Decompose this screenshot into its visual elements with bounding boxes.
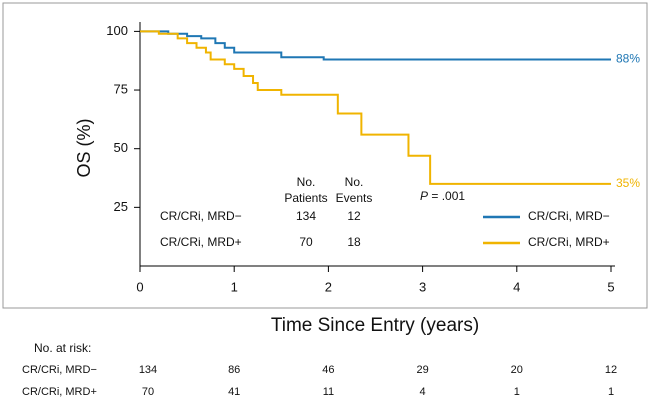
at-risk-cell: 1 (608, 386, 614, 398)
at-risk-cell: 134 (139, 364, 157, 376)
x-tick-label: 1 (231, 279, 238, 294)
x-axis-label: Time Since Entry (years) (271, 315, 479, 336)
x-tick-label: 5 (607, 279, 614, 294)
y-axis-label: OS (%) (74, 118, 94, 177)
events-cell: 18 (347, 235, 361, 249)
at-risk-cell: 12 (605, 364, 617, 376)
y-tick-label: 50 (114, 140, 128, 155)
end-label: 35% (616, 176, 640, 190)
events-cell: 134 (296, 209, 316, 223)
frame (2, 2, 648, 309)
events-row-label: CR/CRi, MRD− (160, 209, 242, 223)
at-risk-cell: 29 (416, 364, 428, 376)
events-header: Patients (284, 191, 327, 205)
x-tick-label: 0 (136, 279, 143, 294)
events-header: No. (297, 175, 316, 189)
at-risk-cell: 46 (322, 364, 334, 376)
at-risk-cell: 11 (323, 386, 334, 398)
at-risk-cell: 86 (228, 364, 240, 376)
y-tick-label: 25 (114, 199, 128, 214)
at-risk-cell: 20 (511, 364, 523, 376)
at-risk-title: No. at risk: (34, 341, 91, 355)
at-risk-cell: 1 (514, 386, 520, 398)
at-risk-cell: 70 (142, 386, 154, 398)
events-cell: 12 (347, 209, 361, 223)
p-symbol: P (420, 189, 428, 203)
y-tick-label: 75 (114, 81, 128, 96)
events-header: Events (336, 191, 373, 205)
p-text: = .001 (431, 189, 465, 203)
legend-label: CR/CRi, MRD− (528, 209, 610, 223)
at-risk-row-label: CR/CRi, MRD+ (22, 386, 97, 398)
survival-curve (140, 30, 611, 61)
p-value: P = .001 (420, 189, 465, 203)
at-risk-row-label: CR/CRi, MRD− (22, 364, 97, 376)
events-header: No. (345, 175, 364, 189)
at-risk-cell: 41 (228, 386, 240, 398)
x-tick-label: 2 (325, 279, 332, 294)
legend-label: CR/CRi, MRD+ (528, 235, 610, 249)
x-tick-label: 3 (419, 279, 426, 294)
x-tick-label: 4 (513, 279, 520, 294)
at-risk-cell: 4 (420, 386, 426, 398)
end-label: 88% (616, 52, 640, 66)
survival-curve (140, 30, 611, 185)
y-tick-label: 100 (106, 23, 128, 38)
events-row-label: CR/CRi, MRD+ (160, 235, 242, 249)
events-cell: 70 (299, 235, 313, 249)
